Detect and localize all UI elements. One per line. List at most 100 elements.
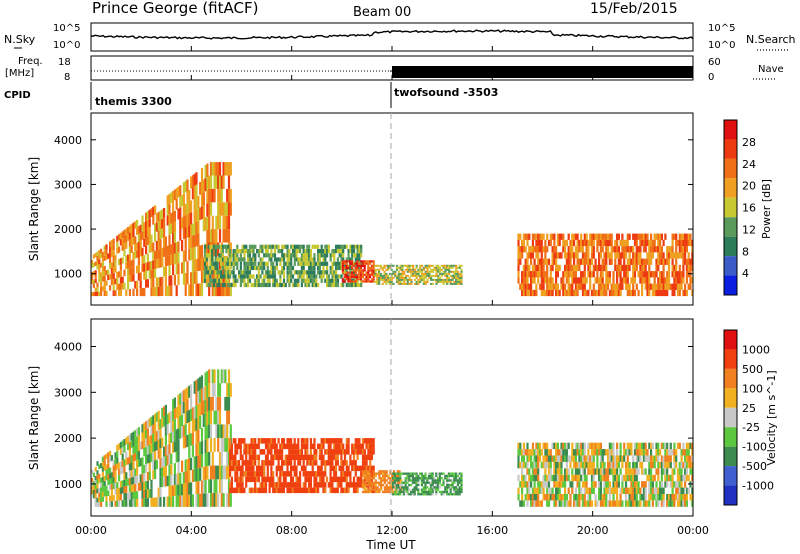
velocity-echo-cell xyxy=(655,449,658,456)
power-echo-cell xyxy=(148,218,151,227)
power-echo-cell xyxy=(526,258,529,265)
power-echo-cell xyxy=(98,291,101,297)
velocity-echo-cell xyxy=(161,477,164,487)
velocity-echo-cell xyxy=(220,493,223,507)
velocity-echo-cell xyxy=(389,481,392,484)
power-echo-cell xyxy=(261,265,264,271)
power-echo-cell xyxy=(313,265,316,271)
velocity-echo-cell xyxy=(100,487,103,493)
velocity-echo-cell xyxy=(376,488,379,491)
power-echo-cell xyxy=(458,274,461,277)
velocity-echo-cell xyxy=(453,488,456,491)
power-echo-cell xyxy=(587,258,590,265)
power-echo-cell xyxy=(372,269,375,272)
velocity-echo-cell xyxy=(619,487,622,494)
velocity-echo-cell xyxy=(136,475,139,484)
velocity-echo-cell xyxy=(204,493,207,507)
velocity-echo-cell xyxy=(420,488,423,491)
velocity-echo-cell xyxy=(549,474,552,482)
velocity-echo-cell xyxy=(334,487,338,494)
power-echo-cell xyxy=(456,276,460,279)
velocity-echo-cell xyxy=(325,449,329,455)
velocity-echo-cell xyxy=(424,477,427,480)
power-echo-cell xyxy=(127,268,130,276)
velocity-echo-cell xyxy=(410,493,413,496)
velocity-echo-cell xyxy=(605,494,608,501)
velocity-echo-cell xyxy=(574,461,577,469)
velocity-echo-cell xyxy=(209,479,213,493)
power-echo-cell xyxy=(331,261,334,266)
power-echo-cell xyxy=(547,277,551,284)
velocity-echo-cell xyxy=(186,494,189,507)
power-echo-cell xyxy=(381,282,384,285)
power-echo-cell xyxy=(603,264,606,272)
velocity-echo-cell xyxy=(632,461,635,469)
power-echo-cell xyxy=(110,262,113,268)
velocity-echo-cell xyxy=(456,493,459,496)
velocity-echo-cell xyxy=(130,477,133,485)
velocity-echo-cell xyxy=(170,411,173,422)
velocity-echo-cell xyxy=(560,442,563,450)
power-echo-cell xyxy=(284,261,287,266)
nsearch-label: N.Search xyxy=(746,33,796,46)
power-echo-cell xyxy=(199,207,202,221)
velocity-echo-cell xyxy=(215,396,218,411)
velocity-echo-cell xyxy=(128,463,131,471)
power-echo-cell xyxy=(91,259,94,264)
velocity-echo-cell xyxy=(268,487,271,494)
velocity-echo-cell xyxy=(395,477,398,480)
power-echo-cell xyxy=(155,259,158,269)
velocity-echo-cell xyxy=(237,487,241,494)
power-echo-cell xyxy=(358,271,361,274)
power-echo-cell xyxy=(227,202,231,216)
velocity-echo-cell xyxy=(372,465,375,472)
power-echo-cell xyxy=(308,257,311,262)
power-echo-cell xyxy=(188,189,191,202)
power-echo-cell xyxy=(206,203,209,217)
velocity-echo-cell xyxy=(163,466,166,477)
velocity-echo-cell xyxy=(356,438,359,444)
velocity-echo-cell xyxy=(392,486,395,489)
velocity-echo-cell xyxy=(650,468,653,475)
velocity-echo-cell xyxy=(526,461,529,469)
velocity-echo-cell xyxy=(542,487,545,494)
velocity-echo-cell xyxy=(537,500,540,507)
power-echo-cell xyxy=(343,280,346,283)
power-echo-cell xyxy=(608,271,611,278)
velocity-echo-cell xyxy=(639,494,642,501)
velocity-echo-cell xyxy=(367,481,370,484)
velocity-echo-cell xyxy=(150,434,153,444)
power-echo-cell xyxy=(528,233,531,240)
power-echo-cell xyxy=(295,282,298,288)
velocity-echo-cell xyxy=(553,461,556,469)
power-echo-cell xyxy=(159,210,162,221)
power-echo-cell xyxy=(359,260,363,263)
velocity-echo-cell xyxy=(121,467,124,474)
power-echo-cell xyxy=(574,264,577,272)
power-echo-cell xyxy=(299,244,302,249)
velocity-echo-cell xyxy=(291,487,294,494)
power-echo-cell xyxy=(211,162,214,176)
velocity-echo-cell xyxy=(642,487,645,494)
power-echo-cell xyxy=(218,270,221,275)
velocity-echo-cell xyxy=(385,474,388,478)
power-echo-cell xyxy=(273,274,277,279)
power-echo-cell xyxy=(309,278,312,283)
velocity-echo-cell xyxy=(603,461,606,469)
velocity-echo-cell xyxy=(659,481,662,488)
power-echo-cell xyxy=(521,239,524,247)
power-echo-cell xyxy=(227,257,230,262)
power-echo-cell xyxy=(675,246,678,253)
power-echo-cell xyxy=(216,257,219,262)
velocity-echo-cell xyxy=(411,477,414,480)
velocity-echo-cell xyxy=(284,471,287,477)
power-echo-cell xyxy=(123,249,126,257)
power-echo-cell xyxy=(259,249,262,254)
power-echo-cell xyxy=(360,278,363,283)
power-echo-cell xyxy=(206,243,209,257)
velocity-echo-cell xyxy=(230,487,233,494)
power-echo-cell xyxy=(553,258,556,265)
power-echo-cell xyxy=(403,270,406,273)
power-echo-cell xyxy=(119,270,122,278)
